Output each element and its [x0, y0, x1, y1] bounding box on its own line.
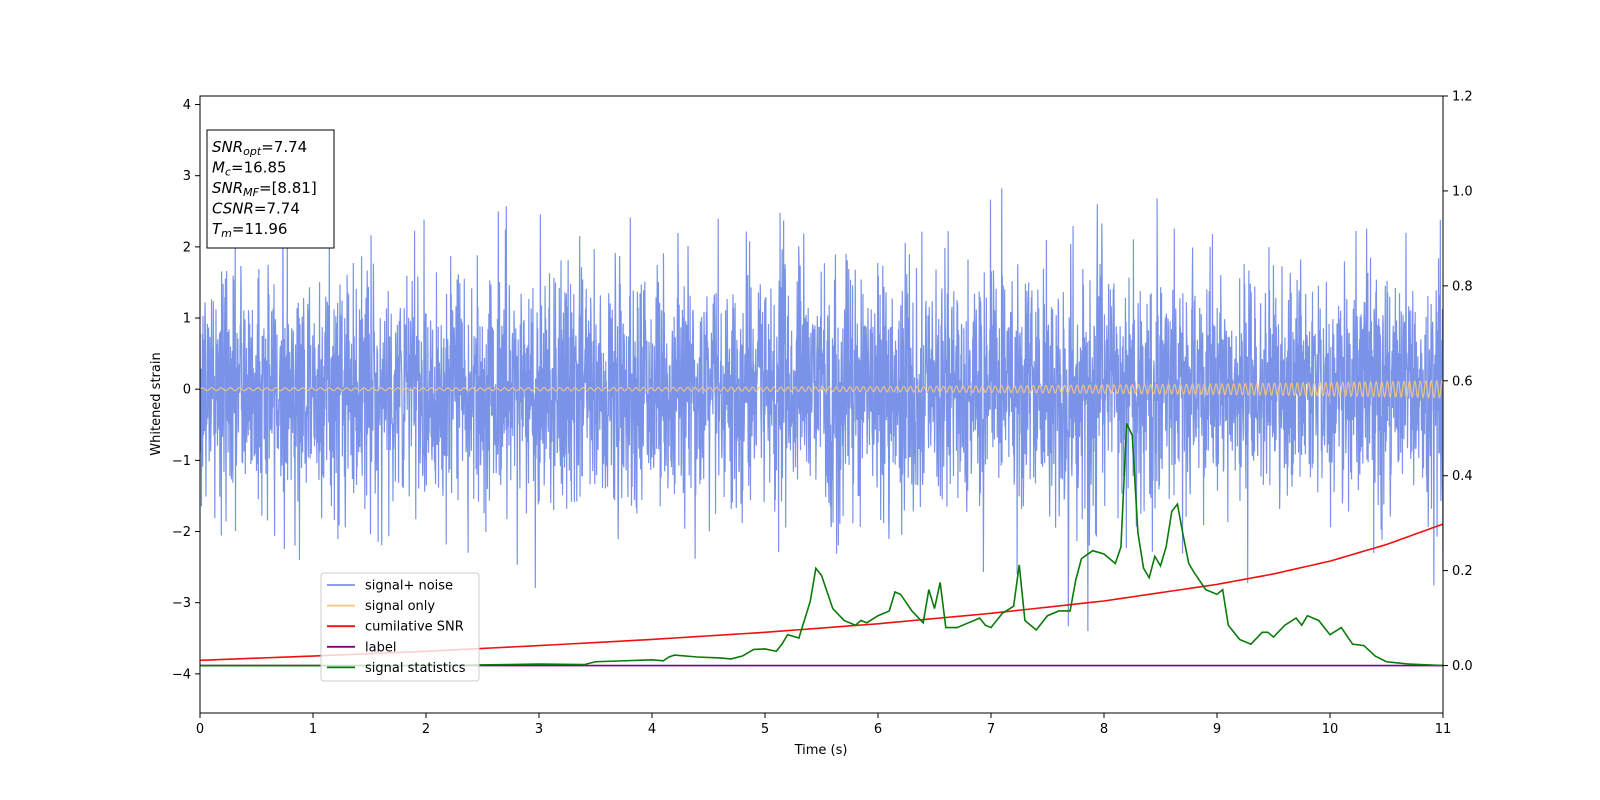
y-left-tick-label: 4: [183, 98, 191, 113]
y-left-tick-label: 2: [183, 240, 191, 255]
y-axis-label: Whitened strain: [149, 352, 164, 455]
y-left-tick-label: −4: [172, 667, 191, 682]
x-tick-label: 10: [1322, 722, 1339, 737]
y-left-tick-label: 1: [183, 312, 191, 327]
y-right-tick-label: 0.4: [1452, 469, 1473, 484]
y-right-tick-label: 0.2: [1452, 564, 1473, 579]
x-tick-label: 0: [196, 722, 204, 737]
x-tick-label: 11: [1435, 722, 1452, 737]
legend: signal+ noise signal only cumilative SNR la…: [320, 572, 480, 682]
y-left-tick-label: −2: [172, 525, 191, 540]
legend-label: label: [365, 640, 396, 655]
x-axis-label: Time (s): [794, 743, 848, 758]
legend-label: signal statistics: [365, 661, 466, 676]
y-right-tick-label: 0.0: [1452, 659, 1473, 674]
info-box-line: SNRopt=7.74: [212, 138, 307, 158]
info-box-line: Tm=11.96: [212, 220, 287, 240]
x-tick-label: 9: [1213, 722, 1221, 737]
y-left-tick-label: 0: [183, 383, 191, 398]
y-left-tick-label: 3: [183, 169, 191, 184]
x-tick-label: 4: [648, 722, 656, 737]
info-box-line: CSNR=7.74: [212, 200, 300, 218]
x-tick-label: 2: [422, 722, 430, 737]
info-box-line: Mc=16.85: [212, 159, 287, 179]
x-tick-label: 5: [761, 722, 769, 737]
legend-label: signal only: [365, 599, 435, 614]
y-right-tick-label: 1.0: [1452, 184, 1473, 199]
legend-label: cumilative SNR: [365, 620, 464, 635]
series-line-signal-only: [200, 379, 1443, 399]
series-line-signal-statistics: [200, 423, 1443, 667]
x-tick-label: 7: [987, 722, 995, 737]
y-right-tick-label: 0.6: [1452, 374, 1473, 389]
ticks-layer: 0 1 2 3 4 5 6 7 8 9 10 1143210−1−2−3−41.21.00.80.60…: [172, 90, 1473, 738]
x-tick-label: 6: [874, 722, 882, 737]
x-tick-label: 3: [535, 722, 543, 737]
info-box-line: SNRMF=[8.81]: [212, 179, 317, 199]
y-left-tick-label: −3: [172, 596, 191, 611]
legend-label: signal+ noise: [365, 579, 453, 594]
info-box-frame: [206, 129, 335, 249]
series-line-signal-noise: [200, 188, 1443, 632]
info-box: SNRopt=7.74Mc=16.85SNRMF=[8.81]CSNR=7.74…: [206, 129, 335, 249]
y-right-tick-label: 0.8: [1452, 279, 1473, 294]
legend-frame: [320, 572, 480, 682]
y-right-tick-label: 1.2: [1452, 90, 1473, 105]
x-tick-label: 8: [1100, 722, 1108, 737]
y-left-tick-label: −1: [172, 454, 191, 469]
plot-frame: [199, 95, 1444, 714]
x-tick-label: 1: [309, 722, 317, 737]
